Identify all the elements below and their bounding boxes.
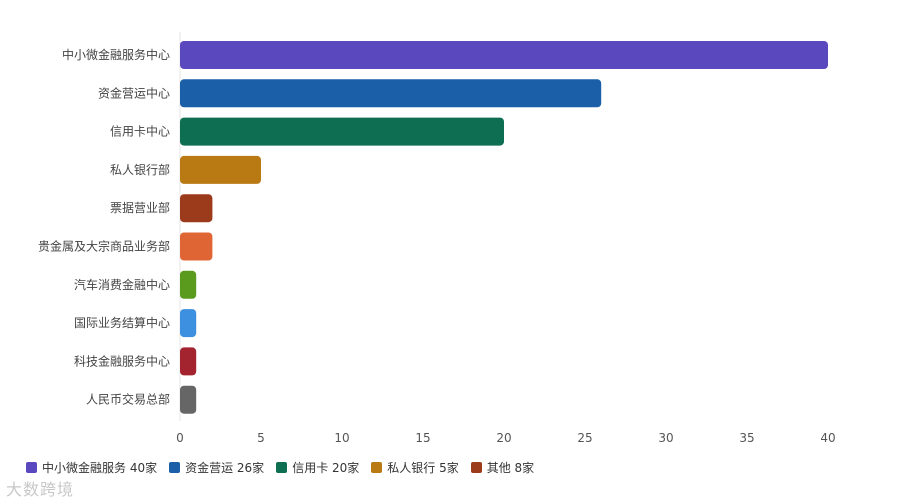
bar[interactable] [180, 232, 213, 261]
category-label: 票据营业部 [110, 200, 170, 215]
legend-swatch [276, 462, 288, 473]
watermark-logo: 大数跨境 [6, 480, 75, 499]
x-tick-label: 5 [257, 431, 265, 445]
legend-item[interactable]: 资金营运 26家 [169, 459, 264, 476]
x-tick-label: 10 [334, 431, 349, 445]
category-label: 人民币交易总部 [86, 392, 170, 407]
legend-item[interactable]: 私人银行 5家 [371, 459, 459, 476]
legend-item[interactable]: 其他 8家 [470, 459, 535, 476]
x-tick-label: 15 [415, 431, 430, 445]
category-label: 信用卡中心 [110, 124, 170, 139]
legend-swatch [371, 462, 383, 473]
category-label: 国际业务结算中心 [74, 315, 170, 330]
legend-label: 信用卡 20家 [292, 461, 360, 475]
x-tick-label: 25 [577, 431, 592, 445]
bar[interactable] [180, 270, 197, 299]
x-tick-label: 40 [820, 431, 835, 445]
legend-swatch [169, 462, 181, 473]
category-label: 中小微金融服务中心 [62, 47, 170, 62]
legend-swatch [470, 462, 482, 473]
legend-item[interactable]: 信用卡 20家 [276, 459, 359, 476]
legend-label: 资金营运 26家 [185, 461, 265, 475]
x-tick-label: 30 [658, 431, 673, 445]
x-tick-label: 0 [176, 431, 184, 445]
x-tick-label: 35 [739, 431, 754, 445]
legend-swatch [26, 462, 37, 473]
bar[interactable] [180, 309, 197, 338]
legend-label: 其他 8家 [486, 461, 535, 475]
bar[interactable] [180, 194, 213, 223]
category-label: 资金营运中心 [98, 85, 170, 100]
category-label: 汽车消费金融中心 [74, 277, 170, 292]
bar[interactable] [180, 347, 197, 376]
category-label: 贵金属及大宗商品业务部 [38, 239, 170, 254]
bar[interactable] [180, 79, 602, 108]
legend-label: 私人银行 5家 [387, 461, 459, 475]
chart-legend: 中小微金融服务 40家 资金营运 26家 信用卡 20家 私人银行 5家 其他 8家 [26, 459, 534, 476]
bar[interactable] [180, 385, 197, 414]
bar[interactable] [180, 117, 504, 146]
category-label: 私人银行部 [110, 162, 170, 177]
bar[interactable] [180, 155, 261, 184]
category-label: 科技金融服务中心 [74, 353, 170, 368]
legend-label: 中小微金融服务 40家 [42, 461, 158, 475]
bar[interactable] [180, 41, 828, 69]
x-tick-label: 20 [496, 431, 511, 445]
legend-item[interactable]: 中小微金融服务 40家 [26, 459, 157, 476]
